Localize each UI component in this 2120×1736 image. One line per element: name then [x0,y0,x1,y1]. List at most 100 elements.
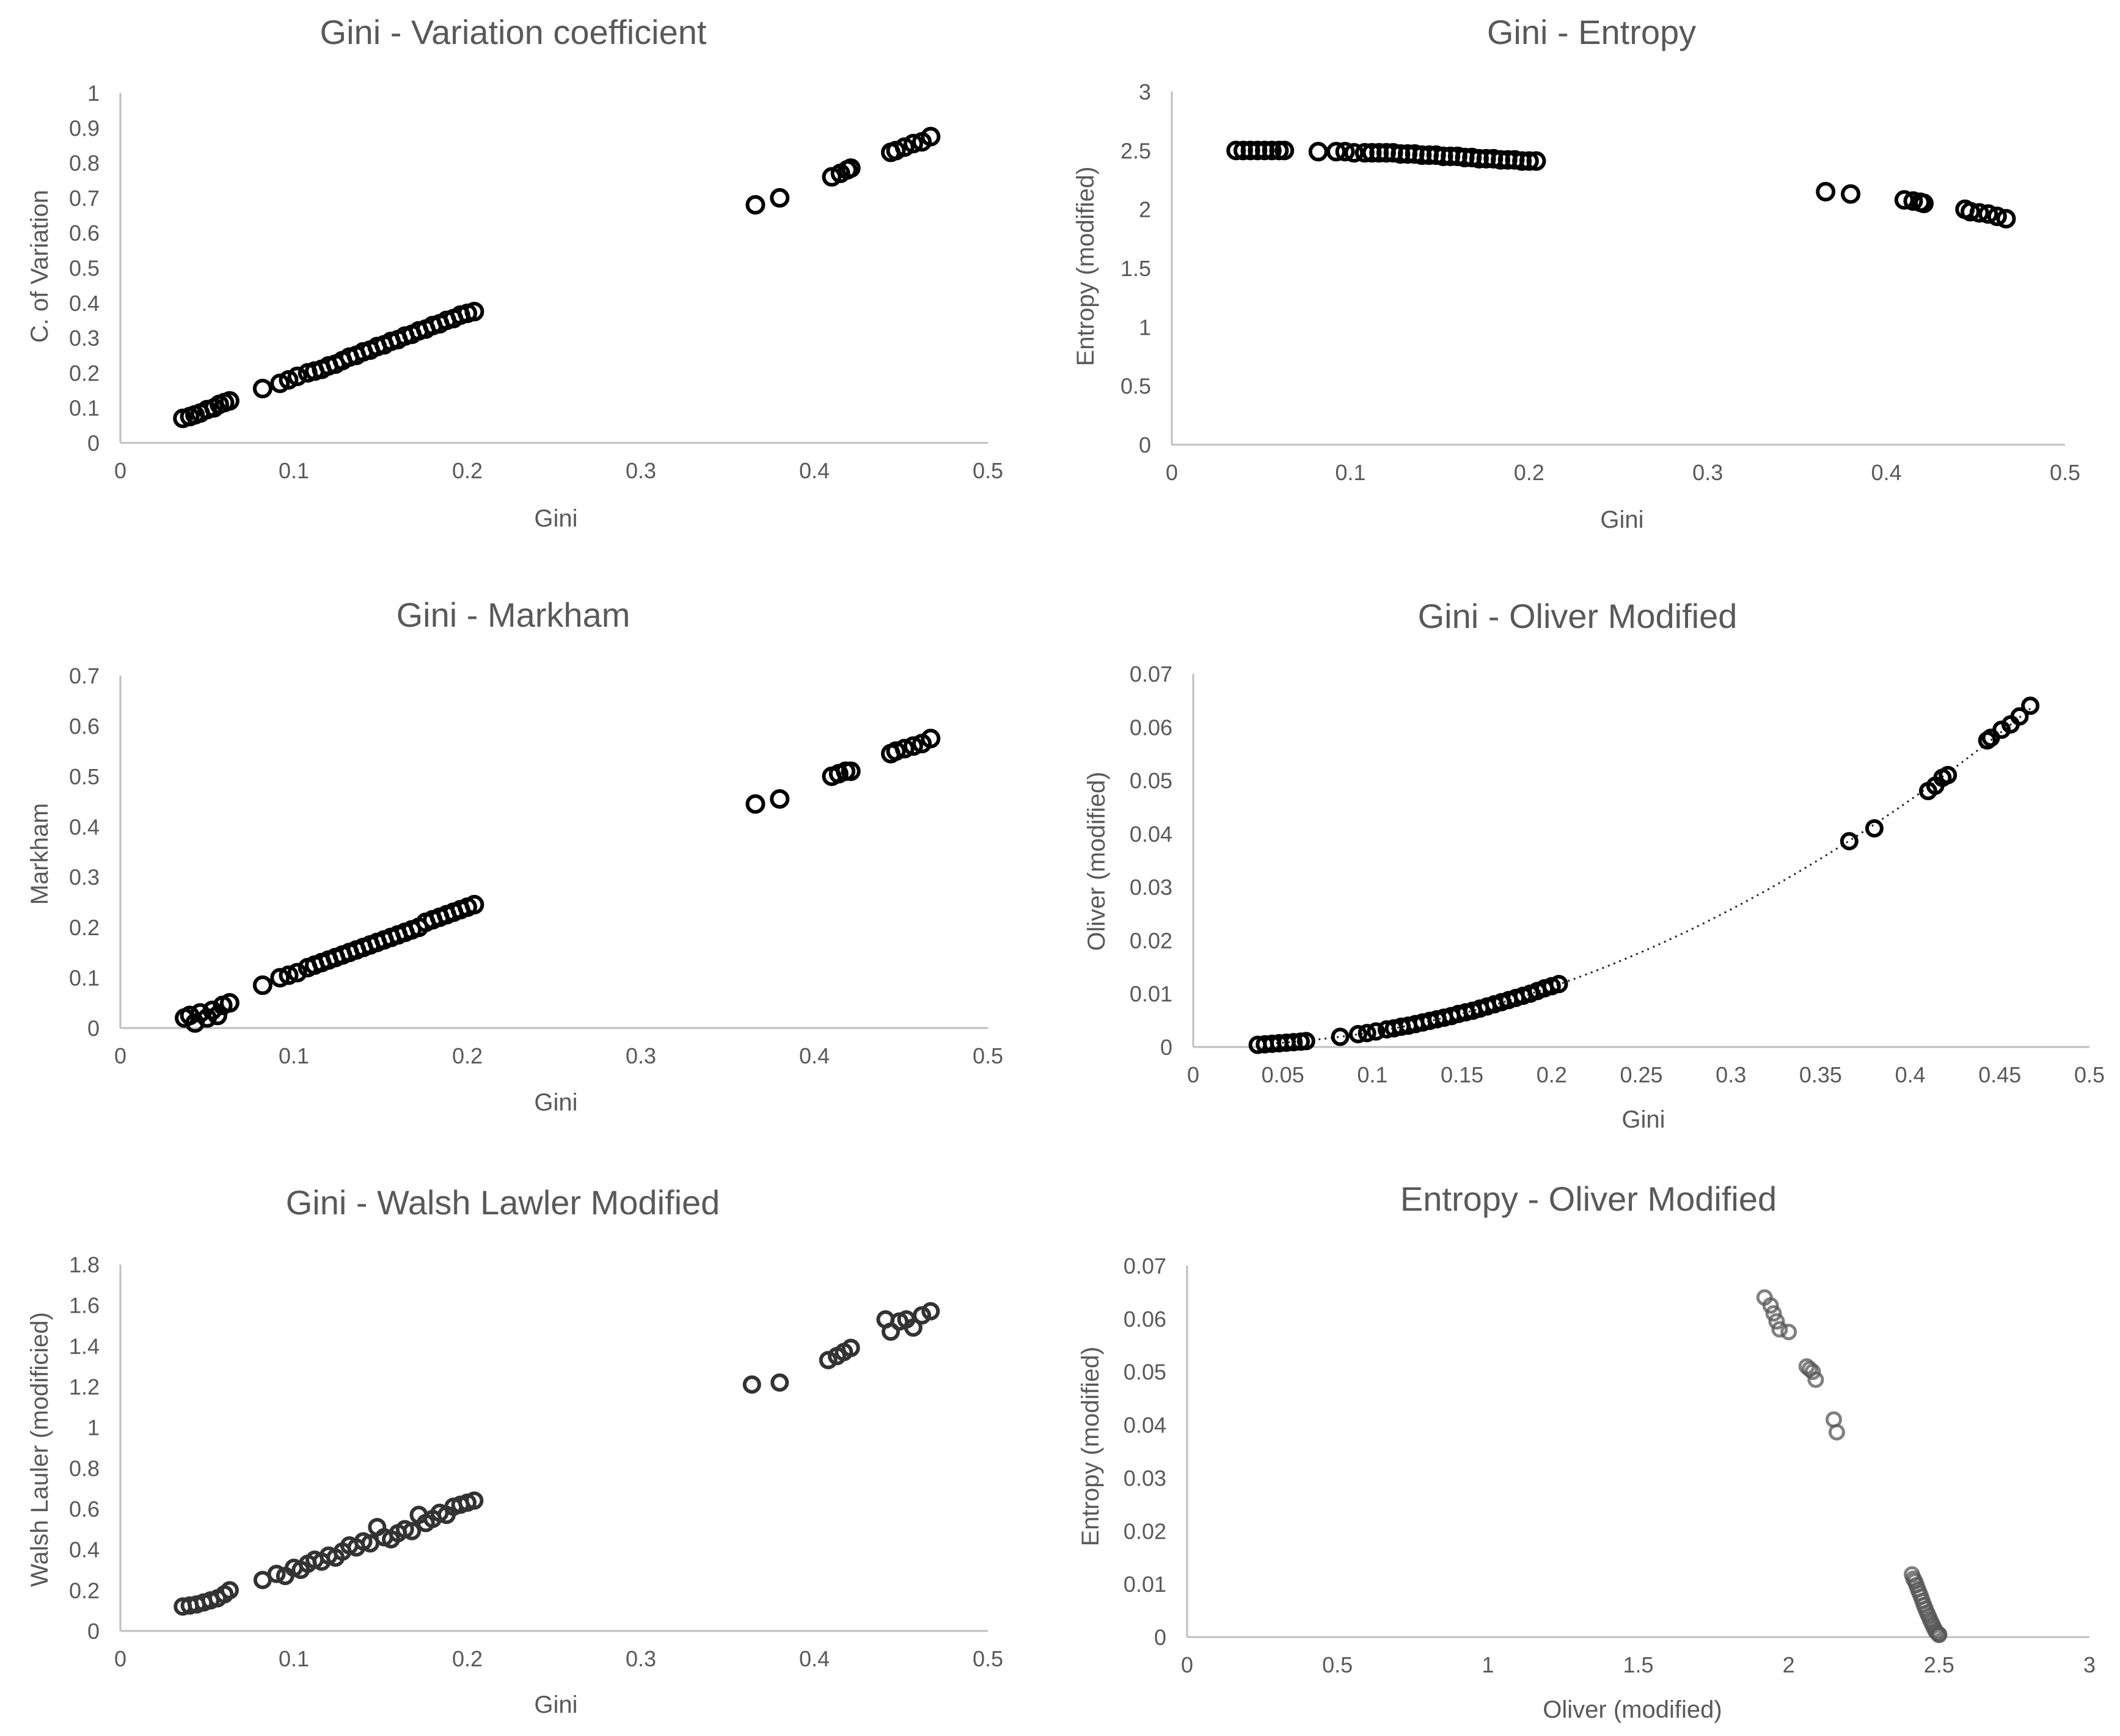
x-tick-label: 0.35 [1799,1062,1842,1087]
y-tick-label: 0.04 [1130,822,1172,847]
data-point [1996,209,2016,229]
data-point [202,1001,222,1021]
y-tick-label: 0.2 [69,360,100,385]
y-tick-label: 0.8 [69,1456,100,1481]
data-point [1344,143,1364,163]
x-tick-label: 0.5 [1322,1652,1353,1677]
data-point [1961,202,1981,222]
data-point [886,741,906,761]
chart-gini-entropy: Gini - Entropy Entropy (modified) Gini 0… [1072,13,2080,533]
x-tick-label: 0.5 [973,1646,1003,1671]
y-tick-label: 1 [1139,315,1151,340]
trendline [1257,707,2031,1045]
data-point [1903,191,1923,211]
data-point [1939,765,1957,784]
data-point [1308,142,1328,162]
y-tick-label: 0.1 [69,966,100,991]
y-axis-label: Walsh Lauler (modificied) [26,1312,53,1587]
y-tick-label: 0.07 [1124,1253,1166,1278]
data-point [841,1338,860,1357]
data-point [2021,696,2040,715]
y-tick-label: 1 [87,1415,100,1440]
y-tick-label: 0.2 [69,915,100,940]
data-point [1296,1032,1315,1051]
y-tick-label: 0.5 [69,256,100,281]
x-tick-label: 0.4 [799,1646,830,1671]
x-tick-label: 0.5 [973,1043,1003,1068]
data-point [904,1318,923,1337]
x-axis-label: Gini [534,1089,577,1116]
x-axis-label: Gini [534,505,577,532]
x-tick-label: 0.4 [799,1043,830,1068]
y-tick-label: 0.2 [69,1578,100,1603]
x-tick-label: 0.2 [452,458,483,483]
data-point [252,975,272,995]
y-tick-label: 0.01 [1124,1572,1166,1597]
data-point [1358,1024,1376,1043]
data-point [267,1564,286,1583]
y-tick-label: 0 [1154,1625,1166,1650]
data-point [742,1375,761,1394]
x-tick-label: 0.5 [2050,460,2080,485]
y-tick-label: 0.4 [69,814,100,839]
chart-gini-variation-coefficient: Gini - Variation coefficient C. of Varia… [26,13,1003,532]
data-point [220,1581,239,1600]
data-point [1768,1313,1785,1330]
x-tick-label: 0.1 [1335,460,1365,485]
data-point [921,126,941,147]
chart-title: Gini - Walsh Lawler Modified [286,1183,720,1222]
x-tick-label: 0.1 [279,1646,309,1671]
data-point [1828,1424,1845,1441]
x-tick-label: 3 [2083,1652,2096,1677]
x-tick-label: 0.5 [973,458,1003,483]
y-tick-label: 2 [1139,197,1151,222]
y-tick-label: 0.02 [1124,1519,1166,1544]
data-point [208,1005,228,1026]
x-tick-label: 0.2 [452,1646,483,1671]
y-tick-label: 0.03 [1124,1465,1166,1490]
x-tick-label: 0 [114,458,126,483]
plot-area: 0 0.2 0.4 0.6 0.8 1 1.2 1.4 1.6 1.8 0 0.1 0.2 0.3 0.4 0… [69,1252,1003,1671]
y-tick-label: 0.1 [69,396,100,421]
x-tick-label: 0 [1187,1062,1199,1087]
data-point [1274,140,1295,161]
data-point [1987,206,2007,227]
x-tick-label: 0.4 [799,458,830,483]
x-tick-label: 0.3 [1716,1062,1746,1087]
data-point [1331,1027,1350,1046]
plot-area: 0 0.01 0.02 0.03 0.04 0.05 0.06 0.07 0 0.5 1 1.5 2 2.… [1124,1253,2096,1677]
data-point [1914,194,1934,214]
y-tick-label: 0.05 [1130,768,1172,793]
data-point [1284,1033,1303,1052]
y-tick-label: 0.4 [69,291,100,316]
y-tick-label: 0.03 [1130,875,1172,900]
data-point [1978,204,1998,224]
plot-area: 0 0.1 0.2 0.3 0.4 0.5 0.6 0.7 0 0.1 0.2 0.3 0.4 0.5 [69,663,1003,1068]
data-point [903,134,923,154]
x-axis-label: Gini [1621,1106,1665,1133]
y-tick-label: 0.01 [1130,982,1172,1007]
data-point [1804,1363,1821,1380]
chart-gini-walsh-lawler-modified: Gini - Walsh Lawler Modified Walsh Laule… [26,1183,1003,1718]
y-tick-label: 1.2 [69,1374,100,1399]
x-tick-label: 0.3 [626,1043,656,1068]
x-tick-label: 0 [114,1043,126,1068]
x-tick-label: 0.05 [1262,1062,1304,1087]
chart-title: Gini - Entropy [1487,13,1696,51]
y-tick-label: 0.7 [69,663,100,688]
chart-title: Gini - Markham [397,596,631,634]
y-tick-label: 0.7 [69,186,100,211]
data-point [287,963,307,983]
y-tick-label: 0.3 [69,865,100,890]
x-tick-label: 2 [1783,1652,1795,1677]
y-axis-label: Entropy (modified) [1072,167,1099,367]
data-point [894,739,915,759]
data-point [1335,142,1355,162]
x-tick-label: 0.25 [1620,1062,1662,1087]
y-tick-label: 0.6 [69,221,100,246]
y-axis-label: C. of Variation [26,190,53,343]
x-tick-label: 0 [1166,460,1178,485]
x-tick-label: 0.2 [1537,1062,1567,1087]
data-point [252,379,272,399]
